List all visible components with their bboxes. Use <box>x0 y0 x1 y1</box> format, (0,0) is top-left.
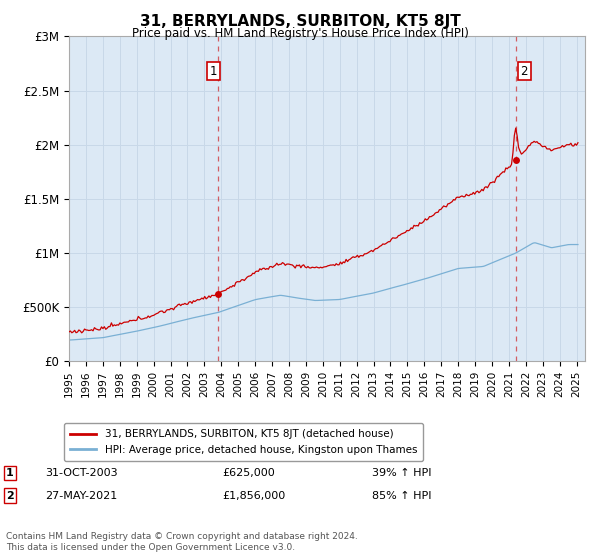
Text: 1: 1 <box>209 64 217 77</box>
Text: £625,000: £625,000 <box>222 468 275 478</box>
Text: £1,856,000: £1,856,000 <box>222 491 285 501</box>
Text: Contains HM Land Registry data © Crown copyright and database right 2024.
This d: Contains HM Land Registry data © Crown c… <box>6 532 358 552</box>
Text: 39% ↑ HPI: 39% ↑ HPI <box>372 468 431 478</box>
Legend: 31, BERRYLANDS, SURBITON, KT5 8JT (detached house), HPI: Average price, detached: 31, BERRYLANDS, SURBITON, KT5 8JT (detac… <box>64 423 423 461</box>
Text: 27-MAY-2021: 27-MAY-2021 <box>45 491 117 501</box>
Text: 2: 2 <box>6 491 14 501</box>
Text: 85% ↑ HPI: 85% ↑ HPI <box>372 491 431 501</box>
Text: 31, BERRYLANDS, SURBITON, KT5 8JT: 31, BERRYLANDS, SURBITON, KT5 8JT <box>140 14 460 29</box>
Text: 1: 1 <box>6 468 14 478</box>
Text: 31-OCT-2003: 31-OCT-2003 <box>45 468 118 478</box>
Text: Price paid vs. HM Land Registry's House Price Index (HPI): Price paid vs. HM Land Registry's House … <box>131 27 469 40</box>
Text: 2: 2 <box>521 64 528 77</box>
